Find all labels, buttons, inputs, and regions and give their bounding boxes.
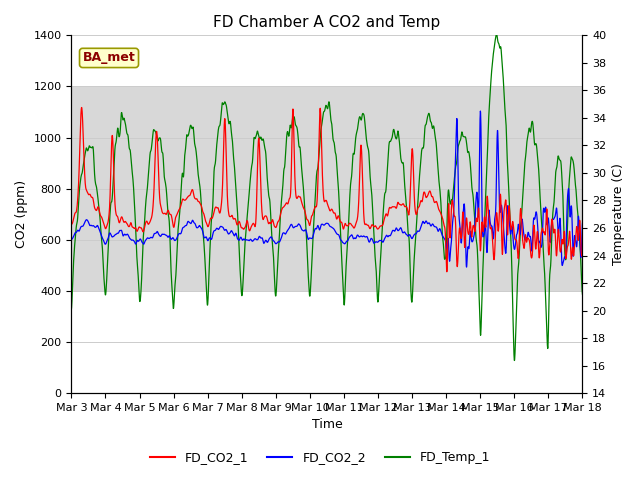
Legend: FD_CO2_1, FD_CO2_2, FD_Temp_1: FD_CO2_1, FD_CO2_2, FD_Temp_1 [145,446,495,469]
X-axis label: Time: Time [312,419,342,432]
Title: FD Chamber A CO2 and Temp: FD Chamber A CO2 and Temp [213,15,440,30]
Bar [72,86,582,291]
Y-axis label: CO2 (ppm): CO2 (ppm) [15,180,28,248]
Y-axis label: Temperature (C): Temperature (C) [612,163,625,265]
Text: BA_met: BA_met [83,51,136,64]
